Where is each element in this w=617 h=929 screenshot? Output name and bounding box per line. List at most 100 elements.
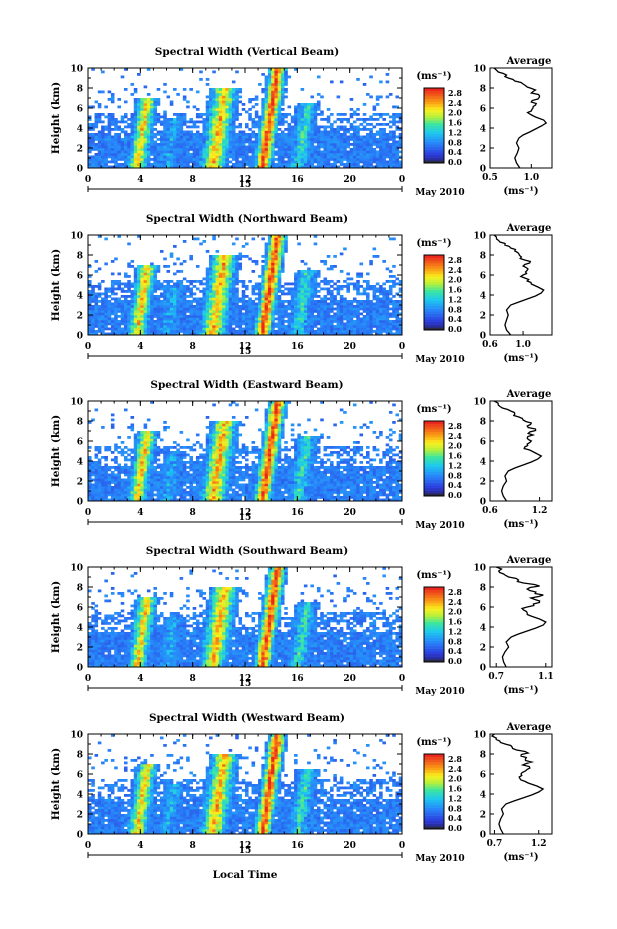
heatmap-cell: [101, 280, 105, 283]
heatmap-cell: [225, 302, 229, 306]
heatmap-cell: [173, 285, 177, 288]
heatmap-cell: [153, 148, 157, 151]
y-tick-label: 0: [77, 165, 83, 175]
heatmap-cell: [271, 272, 275, 276]
heatmap-cell: [104, 476, 108, 479]
heatmap-cell: [300, 155, 305, 159]
heatmap-cell: [271, 163, 275, 166]
heatmap-cell: [146, 138, 151, 141]
heatmap-cell: [277, 302, 282, 306]
heatmap-cell: [120, 165, 125, 169]
heatmap-cell: [130, 317, 135, 321]
heatmap-cell: [313, 148, 318, 151]
heatmap-cell: [199, 113, 203, 116]
heatmap-cell: [372, 255, 377, 258]
colorbar-band: [424, 327, 444, 331]
heatmap-cell: [235, 277, 239, 281]
heatmap-cell: [137, 148, 141, 151]
heatmap-cell: [117, 488, 122, 492]
heatmap-cell: [169, 317, 174, 321]
heatmap-cell: [320, 260, 324, 263]
heatmap-cell: [169, 285, 174, 288]
heatmap-cell: [241, 108, 246, 111]
heatmap-cell: [280, 250, 285, 253]
heatmap-cell: [146, 265, 151, 268]
heatmap-cell: [163, 118, 167, 121]
heatmap-cell: [231, 163, 236, 166]
heatmap-cell: [195, 135, 200, 139]
heatmap-cell: [382, 140, 386, 144]
heatmap-cell: [241, 163, 246, 166]
heatmap-cell: [274, 295, 279, 298]
heatmap-cell: [267, 98, 272, 101]
heatmap-cell: [261, 128, 265, 131]
heatmap-cell: [274, 105, 279, 109]
heatmap-cell: [274, 330, 279, 333]
heatmap-cell: [316, 128, 321, 131]
heatmap-cell: [235, 302, 239, 306]
heatmap-cell: [176, 315, 180, 318]
heatmap-cell: [88, 148, 92, 151]
heatmap-cell: [343, 307, 347, 311]
heatmap-cell: [271, 165, 275, 169]
heatmap-cell: [395, 128, 400, 131]
heatmap-cell: [110, 260, 115, 263]
heatmap-cell: [114, 138, 118, 141]
heatmap-cell: [326, 140, 331, 144]
heatmap-cell: [398, 160, 403, 164]
heatmap-cell: [375, 143, 380, 146]
heatmap-cell: [146, 280, 151, 283]
heatmap-cell: [133, 98, 138, 101]
heatmap-cell: [310, 163, 314, 166]
heatmap-cell: [156, 300, 161, 303]
heatmap-cell: [127, 150, 131, 154]
heatmap-cell: [300, 305, 305, 308]
heatmap-cell: [97, 463, 102, 467]
heatmap-cell: [114, 327, 118, 331]
heatmap-cell: [375, 317, 380, 321]
heatmap-cell: [271, 277, 275, 281]
heatmap-cell: [339, 80, 344, 84]
heatmap-cell: [271, 75, 275, 79]
heatmap-cell: [356, 320, 360, 323]
heatmap-cell: [379, 287, 383, 291]
heatmap-cell: [212, 98, 216, 101]
heatmap-cell: [320, 315, 324, 318]
heatmap-cell: [343, 325, 347, 328]
heatmap-cell: [290, 133, 295, 136]
heatmap-cell: [97, 478, 102, 482]
heatmap-cell: [313, 235, 318, 238]
heatmap-cell: [307, 138, 311, 141]
heatmap-cell: [238, 325, 243, 328]
heatmap-cell: [264, 285, 269, 288]
heatmap-cell: [215, 98, 220, 101]
heatmap-cell: [189, 325, 193, 328]
heatmap-cell: [231, 108, 236, 111]
colorbar-tick-label: 0.0: [448, 324, 462, 334]
heatmap-cell: [290, 155, 295, 159]
heatmap-cell: [173, 315, 177, 318]
heatmap-cell: [398, 317, 403, 321]
heatmap-cell: [107, 332, 112, 336]
heatmap-cell: [352, 285, 357, 288]
heatmap-cell: [169, 163, 174, 166]
heatmap-cell: [323, 327, 328, 331]
heatmap-cell: [228, 98, 233, 101]
heatmap-cell: [290, 118, 295, 121]
heatmap-cell: [114, 120, 118, 124]
heatmap-cell: [392, 123, 396, 126]
heatmap-cell: [215, 330, 220, 333]
heatmap-cell: [153, 140, 157, 144]
heatmap-cell: [385, 292, 390, 296]
heatmap-cell: [101, 153, 105, 156]
heatmap-cell: [375, 163, 380, 166]
heatmap-cell: [143, 327, 148, 331]
heatmap-cell: [375, 153, 380, 156]
heatmap-cell: [228, 153, 233, 156]
heatmap-cell: [189, 155, 193, 159]
heatmap-cell: [150, 285, 154, 288]
heatmap-cell: [182, 320, 187, 323]
heatmap-cell: [143, 332, 148, 336]
heatmap-cell: [235, 257, 239, 261]
heatmap-cell: [274, 115, 279, 119]
